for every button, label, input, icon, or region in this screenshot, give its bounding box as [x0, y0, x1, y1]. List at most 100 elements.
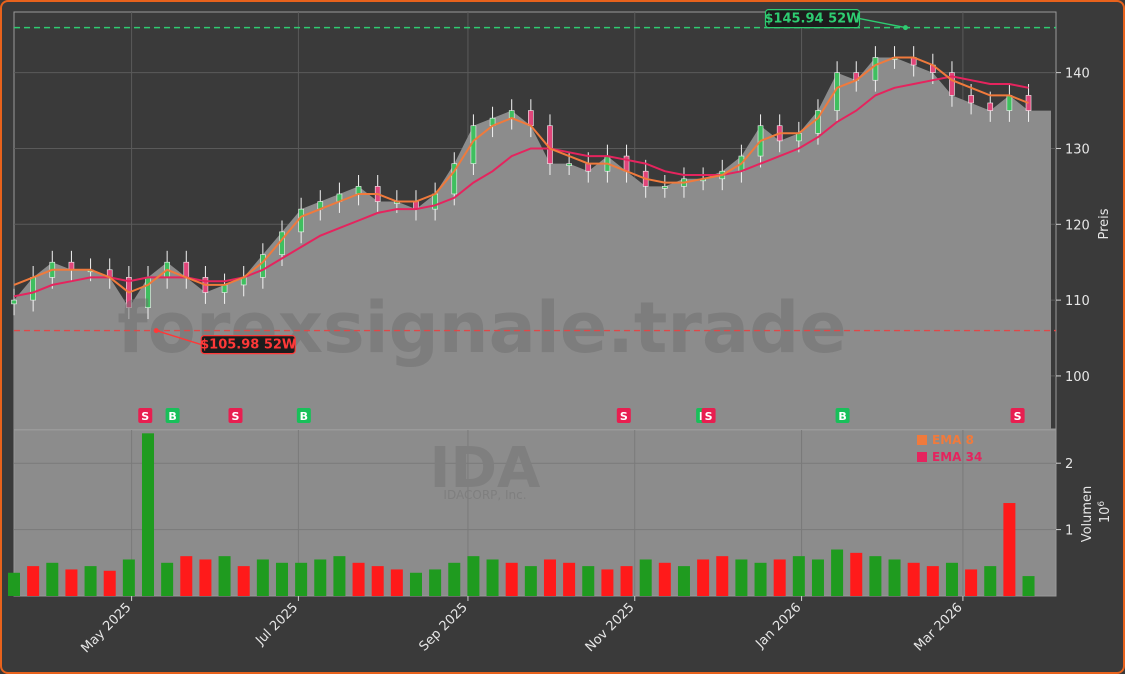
volume-bar — [543, 559, 556, 596]
price-tick-label: 120 — [1065, 218, 1090, 233]
volume-bar — [620, 566, 633, 596]
legend-label: EMA 34 — [932, 450, 982, 464]
volume-bar — [1003, 503, 1016, 596]
candle-body — [279, 231, 285, 255]
volume-scale-label: 106 — [1097, 501, 1113, 524]
candle-body — [872, 57, 879, 81]
candle-body — [815, 110, 821, 134]
candle-body — [968, 95, 974, 104]
price-tick-label: 140 — [1065, 67, 1090, 82]
volume-bar — [237, 566, 250, 596]
candle-body — [298, 208, 304, 233]
volume-bar — [333, 556, 346, 596]
candle-body — [451, 163, 458, 195]
signal-label: S — [141, 410, 149, 423]
volume-bar — [467, 556, 480, 596]
watermark-logo-sub: IDACORP, Inc. — [443, 488, 526, 502]
volume-bar — [65, 569, 78, 596]
volume-bar — [792, 556, 805, 596]
candle-body — [355, 186, 362, 195]
volume-bar — [677, 566, 690, 596]
volume-bar — [122, 559, 135, 596]
candle-body — [987, 102, 994, 111]
candle-body — [566, 163, 572, 166]
volume-bar — [984, 566, 997, 596]
ema8-line — [13, 56, 1029, 294]
signal-marker — [138, 408, 153, 423]
volume-bar — [888, 559, 901, 596]
volume-bar — [27, 566, 40, 596]
x-tick-label: Mar 2026 — [911, 600, 965, 654]
volume-bar — [563, 562, 576, 596]
volume-bar — [256, 559, 269, 596]
annotation-point — [902, 25, 908, 31]
volume-bar — [639, 559, 652, 596]
candle-body — [30, 277, 36, 301]
volume-bar — [84, 566, 97, 596]
volume-bar — [926, 566, 939, 596]
volume-axis-label: Volumen — [1080, 486, 1095, 543]
price-tick-label: 110 — [1065, 294, 1090, 309]
legend-swatch — [917, 452, 927, 462]
volume-bar — [658, 562, 671, 596]
annotation-label: $145.94 52W — [764, 12, 860, 27]
volume-bar — [371, 566, 384, 596]
volume-bar — [275, 562, 288, 596]
signal-label: S — [232, 410, 240, 423]
x-tick-label: May 2025 — [78, 600, 134, 656]
candle-body — [508, 110, 515, 119]
signal-label: S — [705, 410, 713, 423]
signal-marker — [228, 408, 243, 423]
legend-label: EMA 8 — [932, 433, 974, 447]
volume-bar — [869, 556, 882, 596]
volume-bar — [697, 559, 710, 596]
candle-body — [183, 261, 190, 278]
signal-label: S — [1014, 410, 1022, 423]
annotation-label: $105.98 52W — [200, 338, 296, 353]
volume-bar — [735, 559, 748, 596]
volume-bar — [218, 556, 231, 596]
candle-body — [432, 193, 438, 210]
candle-body — [260, 254, 266, 278]
volume-bar — [8, 572, 20, 596]
candle-body — [11, 299, 17, 305]
volume-bar — [965, 569, 978, 596]
volume-bar — [429, 569, 442, 596]
signal-marker — [296, 408, 311, 423]
legend-swatch — [917, 435, 927, 445]
volume-bar — [141, 433, 154, 596]
candle-body — [1006, 95, 1013, 111]
price-tick-label: 130 — [1065, 142, 1090, 157]
candle-body — [585, 163, 592, 172]
annotation-point — [153, 328, 159, 334]
annotation-arrow — [155, 329, 202, 346]
signal-marker — [835, 408, 850, 423]
annotation-arrow — [859, 17, 906, 29]
volume-bar — [448, 562, 461, 596]
x-tick-label: Jul 2025 — [253, 600, 302, 649]
volume-bar — [390, 569, 403, 596]
volume-bar — [486, 559, 499, 596]
ema34-line — [13, 75, 1029, 298]
x-tick-label: Nov 2025 — [583, 600, 638, 655]
candle-body — [796, 133, 802, 142]
price-axis-label: Preis — [1097, 208, 1112, 239]
watermark-logo: IDA — [430, 436, 541, 501]
volume-bar — [601, 569, 614, 596]
volume-bar — [831, 549, 844, 596]
x-tick-label: Jan 2026 — [753, 600, 805, 652]
volume-bar — [505, 562, 518, 596]
signal-marker — [165, 408, 180, 423]
volume-bar — [409, 572, 422, 596]
annotation-box — [764, 9, 861, 29]
volume-bar — [1022, 576, 1035, 596]
signal-label: B — [168, 410, 176, 423]
volume-bar — [716, 556, 729, 596]
volume-bar — [907, 562, 920, 596]
signal-marker — [616, 408, 631, 423]
price-tick-label: 100 — [1065, 370, 1090, 385]
volume-bar — [295, 562, 308, 596]
volume-bar — [314, 559, 327, 596]
